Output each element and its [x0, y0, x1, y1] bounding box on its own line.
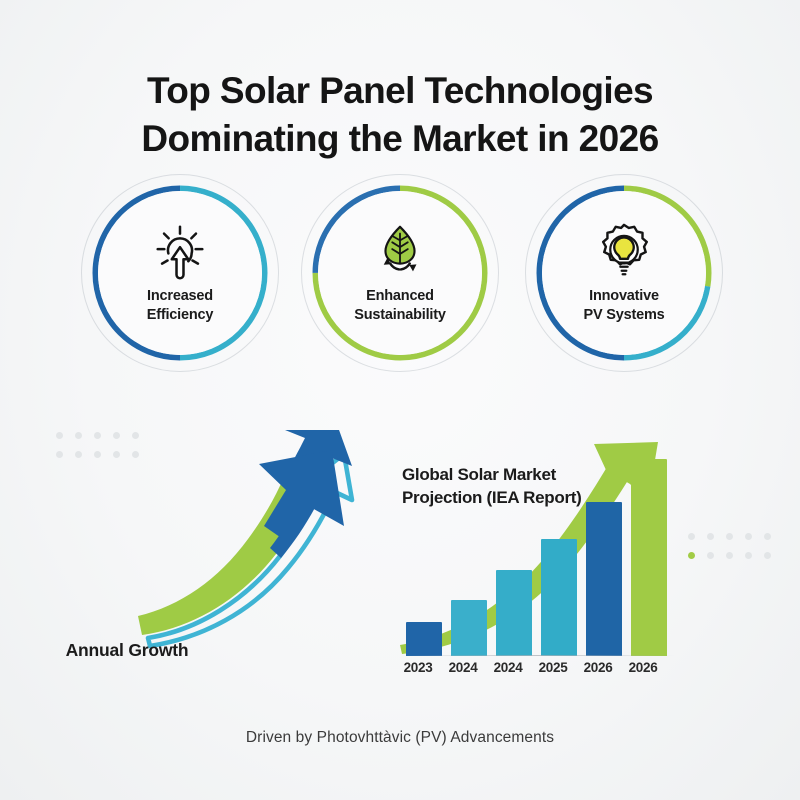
lightbulb-arrow-icon — [156, 225, 204, 280]
chart-title-line-1: Global Solar Market — [402, 465, 556, 484]
global-solar-market-chart: Global Solar Market Projection (IEA Repo… — [396, 440, 686, 690]
page-title: Top Solar Panel Technologies Dominating … — [0, 67, 800, 163]
xlabel-2: 2024 — [493, 660, 523, 675]
chart-baseline — [402, 655, 674, 656]
pillar-1-inner-disc: Increased Efficiency — [98, 191, 262, 355]
pillar-3-inner-disc: Innovative PV Systems — [542, 191, 706, 355]
bar-2026-a[interactable] — [586, 501, 622, 656]
pillar-2-label: Enhanced Sustainability — [354, 287, 446, 325]
footer-caption: Driven by Photovhttàvic (PV) Advancement… — [245, 729, 555, 746]
pillar-2-label-line-1: Enhanced — [366, 288, 434, 305]
pillar-2-inner-disc: Enhanced Sustainability — [318, 191, 482, 355]
chart-title-line-2: Projection (IEA Report) — [402, 488, 582, 508]
xlabel-4: 2026 — [583, 660, 613, 675]
pillar-3-label-line-2: PV Systems — [583, 307, 665, 323]
leaf-recycle-icon — [383, 225, 417, 272]
pillar-increased-efficiency[interactable]: Increased Efficiency — [81, 174, 279, 372]
upward-trend-arrow-icon — [138, 430, 355, 649]
page-title-line-2: Dominating the Market in 2026 — [141, 117, 659, 159]
growth-label: Annual Growth — [65, 640, 189, 660]
annual-growth-graphic: 20% — [120, 430, 390, 680]
pillar-1-outer-ring — [81, 174, 279, 372]
chart-x-axis-labels: 2023 2024 2024 2025 2026 2026 — [396, 660, 686, 682]
pillar-2-label-line-2: Sustainability — [354, 307, 446, 323]
xlabel-5: 2026 — [628, 660, 658, 675]
bar-2024-b[interactable] — [496, 569, 532, 656]
pillar-3-label-line-1: Innovative — [589, 288, 659, 305]
pillar-3-outer-ring — [525, 174, 723, 372]
pillar-innovative-pv-systems[interactable]: Innovative PV Systems — [525, 174, 723, 372]
chart-bars — [402, 440, 682, 656]
pillar-3-label: Innovative PV Systems — [583, 287, 664, 325]
decorative-dot-grid-right — [688, 533, 771, 559]
gear-lightbulb-icon — [601, 223, 648, 276]
pillar-2-outer-ring — [301, 174, 499, 372]
page-title-line-1: Top Solar Panel Technologies — [146, 69, 654, 111]
pillars-row: Increased Efficiency — [0, 170, 800, 375]
xlabel-3: 2025 — [538, 660, 568, 675]
bar-2026-b[interactable] — [631, 458, 667, 656]
bar-2023[interactable] — [406, 622, 442, 656]
pillar-1-label-line-2: Efficiency — [146, 307, 214, 323]
chart-title: Global Solar Market Projection (IEA Repo… — [402, 463, 582, 510]
bar-2024-a[interactable] — [451, 600, 487, 656]
xlabel-0: 2023 — [403, 660, 433, 675]
pillar-enhanced-sustainability[interactable]: Enhanced Sustainability — [301, 174, 499, 372]
xlabel-1: 2024 — [448, 660, 478, 675]
bar-2025[interactable] — [541, 538, 577, 656]
pillar-1-label: Increased Efficiency — [147, 287, 214, 325]
pillar-1-label-line-1: Increased — [147, 288, 213, 305]
